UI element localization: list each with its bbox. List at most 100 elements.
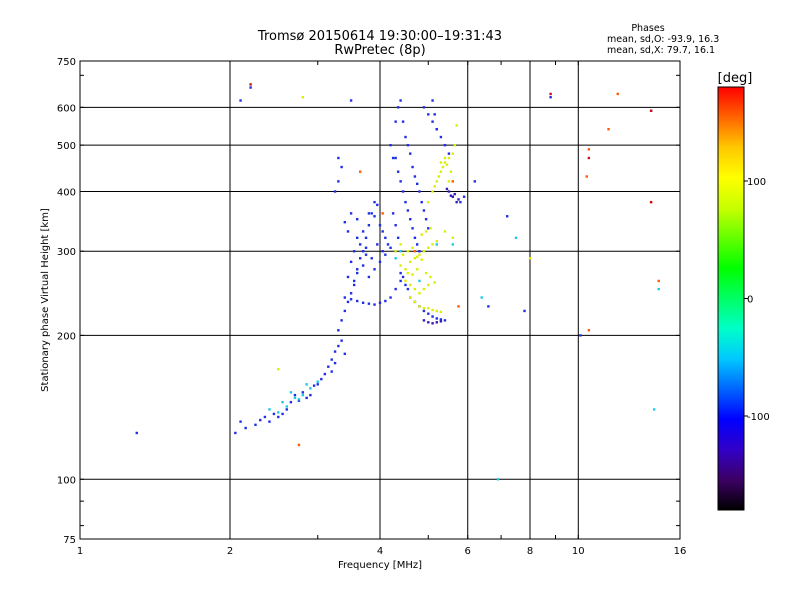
data-point (404, 200, 407, 204)
data-point (435, 243, 438, 246)
data-point (355, 218, 359, 221)
data-point (364, 253, 368, 256)
data-point (297, 398, 301, 401)
data-point (404, 279, 407, 283)
data-point (373, 268, 376, 271)
data-point (587, 329, 591, 332)
data-point (281, 412, 284, 416)
data-point (259, 418, 262, 422)
data-point (409, 296, 412, 299)
data-point (413, 250, 417, 253)
data-point (305, 383, 308, 386)
data-point (333, 361, 337, 365)
data-point (418, 279, 421, 283)
data-point (394, 287, 397, 291)
data-point (399, 264, 402, 267)
data-point (616, 92, 619, 96)
data-point (413, 236, 417, 240)
data-point (435, 309, 438, 313)
data-point (337, 344, 340, 348)
data-point (401, 190, 405, 193)
data-point (244, 426, 247, 430)
data-point (607, 127, 610, 131)
data-point (447, 180, 451, 183)
data-point (433, 113, 436, 116)
data-point (427, 200, 430, 204)
data-point (424, 218, 428, 221)
data-point (277, 415, 280, 419)
data-point (420, 258, 423, 261)
data-point (439, 135, 443, 139)
data-point (333, 190, 337, 193)
data-point (399, 99, 402, 102)
data-point (415, 255, 419, 259)
data-point (364, 246, 368, 249)
data-point (413, 257, 417, 260)
data-point (391, 212, 395, 215)
stats-x-mode: mean, sd,X: 79.7, 16.1 (607, 45, 715, 56)
data-point (349, 212, 353, 215)
data-point (277, 367, 280, 371)
data-point (473, 180, 477, 183)
data-point (411, 227, 414, 230)
data-point (349, 298, 353, 301)
data-point (301, 393, 305, 397)
data-point (404, 268, 407, 271)
data-point (301, 391, 305, 394)
data-point (399, 279, 402, 283)
colorbar-tick-label: 100 (747, 177, 766, 188)
data-point (352, 279, 356, 283)
data-point (289, 400, 293, 404)
data-point (447, 152, 451, 155)
data-point (346, 230, 350, 233)
colorbar-label: [deg] (718, 71, 753, 86)
data-point (549, 92, 552, 96)
data-point (404, 283, 407, 287)
data-point (415, 268, 419, 271)
data-point (373, 200, 376, 204)
data-point (587, 156, 591, 160)
data-point (457, 198, 460, 201)
grid-lines (80, 61, 680, 539)
data-point (424, 230, 428, 233)
data-point (361, 230, 365, 233)
data-point (355, 236, 359, 240)
data-point (316, 380, 319, 383)
data-point (451, 195, 455, 198)
data-point (424, 271, 428, 275)
y-tick-label: 400 (57, 187, 76, 198)
data-point (333, 350, 337, 353)
data-point (409, 283, 412, 287)
y-tick-label: 600 (57, 103, 76, 114)
data-point (389, 246, 392, 249)
data-point (459, 200, 462, 204)
data-point (418, 250, 421, 253)
x-tick-labels: 1 2 4 6 8 10 16 (77, 546, 687, 557)
data-point (343, 309, 347, 313)
data-point (435, 317, 438, 320)
chart-subtitle: RwPretec (8p) (334, 43, 425, 58)
data-point (358, 170, 362, 173)
data-point (431, 120, 434, 123)
data-point (429, 227, 432, 230)
data-point (443, 161, 447, 164)
data-point (396, 236, 400, 240)
data-point (378, 260, 382, 264)
data-point (435, 239, 438, 243)
data-point (384, 253, 387, 256)
data-point (437, 175, 441, 178)
data-point (297, 443, 301, 447)
stats-o-mode: mean, sd,O: -93.9, 16.3 (607, 34, 719, 45)
data-point (496, 478, 500, 481)
data-point (320, 377, 323, 381)
data-point (462, 195, 466, 198)
data-point (309, 387, 312, 390)
data-point (285, 408, 288, 411)
data-point (327, 365, 330, 368)
data-point (652, 408, 656, 411)
data-point (411, 246, 414, 249)
data-point (455, 200, 458, 204)
data-point (439, 161, 443, 164)
data-point (346, 300, 350, 304)
data-point (135, 431, 138, 435)
